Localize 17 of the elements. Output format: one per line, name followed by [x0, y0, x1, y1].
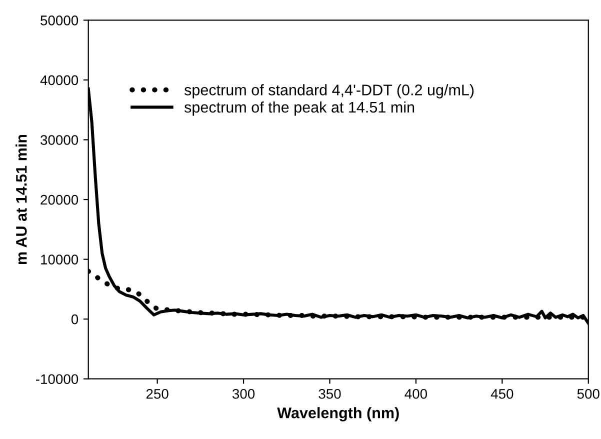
legend-label: spectrum of the peak at 14.51 min	[184, 101, 414, 116]
x-tick-label: 300	[232, 388, 255, 399]
y-tick-label: 30000	[40, 135, 78, 145]
x-tick-label: 500	[577, 388, 600, 399]
y-tick-label: 10000	[41, 254, 78, 264]
y-tick-label: 50000	[40, 16, 78, 26]
x-axis-title: Wavelength (nm)	[277, 407, 399, 422]
x-tick-label: 250	[146, 388, 168, 399]
y-axis-title: m AU at 14.51 min	[16, 134, 27, 264]
y-tick-label: 0	[71, 314, 78, 324]
y-tick-label: -10000	[36, 374, 78, 384]
legend-label: spectrum of standard 4,4'-DDT (0.2 ug/mL)	[184, 84, 474, 98]
x-tick-label: 450	[490, 388, 514, 399]
y-tick-label: 20000	[40, 194, 78, 205]
x-tick-label: 400	[404, 388, 427, 399]
y-tick-label: 40000	[40, 75, 78, 86]
x-tick-label: 350	[318, 388, 341, 399]
